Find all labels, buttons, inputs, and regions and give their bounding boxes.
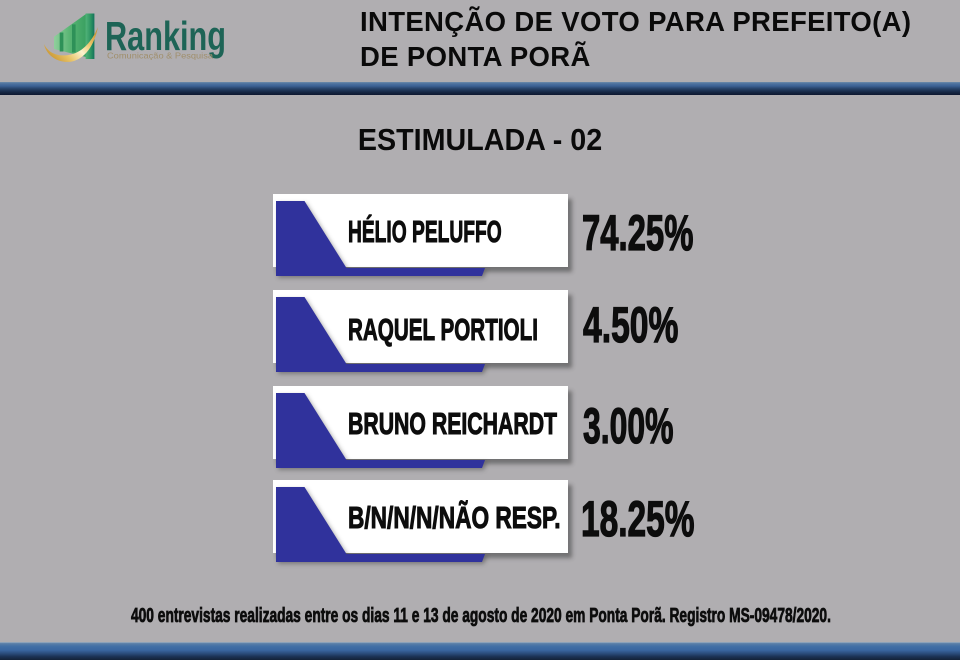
svg-text:Ranking: Ranking [105,13,226,59]
svg-text:Comunicação & Pesquisa: Comunicação & Pesquisa [107,51,213,61]
